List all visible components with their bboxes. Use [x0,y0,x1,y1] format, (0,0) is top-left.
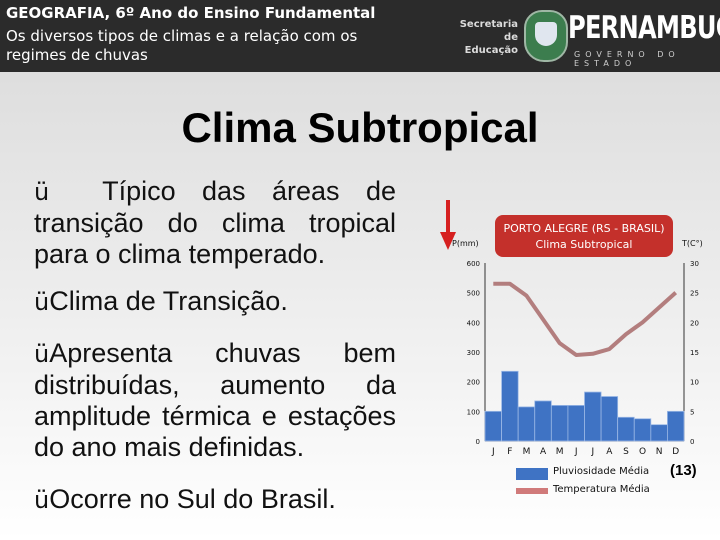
y2-tick-label: 30 [690,260,699,268]
x-tick-label: F [507,447,512,457]
check-icon: ü [34,340,50,368]
bullet-item: üClima de Transição. [34,286,288,316]
y2-tick-label: 0 [690,438,694,446]
precipitation-bar [534,400,552,442]
legend-temperature-label: Temperatura Média [553,484,650,495]
x-tick-label: D [672,447,679,457]
legend-precipitation-label: Pluviosidade Média [553,466,650,477]
climate-chart-svg: PORTO ALEGRE (RS - BRASIL) Clima Subtropi… [452,215,703,457]
precipitation-bar [484,410,502,442]
secretaria-label: Secretaria de Educação [459,19,518,56]
precipitation-bar [567,404,585,442]
x-tick-label: J [491,447,495,457]
legend-precipitation-swatch [516,468,548,480]
y-tick-label: 300 [467,349,480,357]
brand-subtitle: GOVERNO DO ESTADO [574,50,680,68]
x-tick-label: J [574,447,578,457]
precipitation-bar [517,406,536,442]
precipitation-bar [633,418,652,442]
down-arrow-icon [440,200,456,250]
y-tick-label: 100 [467,408,480,416]
y2-tick-label: 25 [690,290,699,298]
check-icon: ü [34,288,50,316]
y-tick-label: 400 [467,319,480,327]
x-tick-label: M [523,447,531,457]
y-tick-label: 200 [467,379,480,387]
slide-title: Clima Subtropical [181,104,539,151]
state-seal-icon [524,10,568,62]
precipitation-bar [617,416,635,442]
y2-tick-label: 5 [690,408,694,416]
y-tick-label: 600 [467,260,480,268]
x-tick-label: A [540,447,547,457]
x-tick-label: S [623,447,629,457]
temperature-line [493,281,678,357]
bullet-item: üOcorre no Sul do Brasil. [34,484,336,514]
x-tick-label: J [590,447,594,457]
chart-title-box [495,215,673,257]
lesson-title-line1: Os diversos tipos de climas e a relação … [6,27,358,45]
subject-label: GEOGRAFIA, 6º Ano do Ensino Fundamental [6,4,376,22]
check-icon: ü [34,178,50,206]
precipitation-bar [600,396,619,442]
reference-note: (13) [670,462,697,479]
y2-tick-label: 10 [690,379,699,387]
bullet-item: üApresenta chuvas bem distribuídas, aume… [34,338,396,462]
y-tick-label: 500 [467,290,480,298]
x-tick-label: A [606,447,613,457]
slide-header: GEOGRAFIA, 6º Ano do Ensino Fundamental … [0,0,720,72]
check-icon: ü [34,486,50,514]
x-tick-label: O [639,447,646,457]
precipitation-bar [584,391,602,442]
lesson-title-line2: regimes de chuvas [6,46,148,64]
y-tick-label: 0 [476,438,480,446]
y2-tick-label: 20 [690,319,699,327]
x-tick-label: M [556,447,564,457]
y2-tick-label: 15 [690,349,699,357]
precipitation-bar [501,370,519,442]
climate-chart: PORTO ALEGRE (RS - BRASIL) Clima Subtropi… [440,200,720,520]
chart-title: PORTO ALEGRE (RS - BRASIL) [503,222,664,235]
precipitation-bar [650,424,668,442]
y2-axis-label: T(C°) [681,239,703,248]
bullet-item: ü Típico das áreas de transição do clima… [34,176,396,269]
brand-logo-text: PERNAMBUCO [568,10,720,46]
y-axis-label: P(mm) [452,239,479,248]
precipitation-bar [550,404,569,442]
precipitation-bar [667,410,685,442]
chart-subtitle: Clima Subtropical [536,238,633,251]
legend-temperature-swatch [516,488,548,494]
x-tick-label: N [656,447,663,457]
